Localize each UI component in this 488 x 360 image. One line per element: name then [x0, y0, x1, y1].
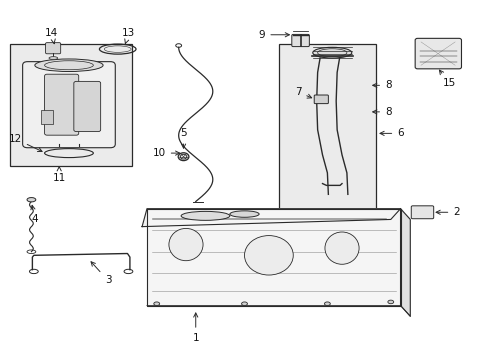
Polygon shape — [400, 209, 409, 316]
Ellipse shape — [325, 232, 358, 264]
FancyBboxPatch shape — [22, 62, 115, 148]
Ellipse shape — [27, 198, 36, 202]
Ellipse shape — [168, 228, 203, 261]
Ellipse shape — [312, 47, 351, 58]
Bar — [10, 44, 132, 166]
FancyBboxPatch shape — [314, 95, 328, 104]
Text: 12: 12 — [9, 134, 42, 152]
Text: 9: 9 — [258, 30, 289, 40]
Text: 1: 1 — [192, 313, 199, 343]
Text: 4: 4 — [31, 205, 38, 224]
Ellipse shape — [229, 211, 259, 217]
FancyBboxPatch shape — [414, 39, 461, 69]
Text: 2: 2 — [435, 207, 459, 217]
Text: 8: 8 — [372, 107, 391, 117]
Text: 14: 14 — [45, 28, 59, 44]
FancyBboxPatch shape — [74, 81, 101, 132]
Bar — [278, 44, 375, 209]
Text: 6: 6 — [379, 129, 403, 138]
FancyBboxPatch shape — [45, 42, 61, 54]
Polygon shape — [147, 209, 400, 306]
Text: 8: 8 — [372, 80, 391, 90]
Text: 10: 10 — [152, 148, 179, 158]
Text: 7: 7 — [294, 87, 311, 98]
Ellipse shape — [324, 302, 330, 306]
FancyBboxPatch shape — [291, 35, 309, 46]
Ellipse shape — [180, 154, 186, 159]
Ellipse shape — [154, 302, 159, 306]
Text: 3: 3 — [91, 262, 111, 285]
FancyBboxPatch shape — [44, 74, 79, 135]
Ellipse shape — [244, 235, 293, 275]
Polygon shape — [142, 209, 400, 226]
Ellipse shape — [387, 300, 393, 304]
Text: 15: 15 — [439, 70, 455, 88]
Ellipse shape — [35, 59, 103, 72]
Text: 13: 13 — [122, 28, 135, 44]
Text: 11: 11 — [53, 167, 66, 183]
Ellipse shape — [181, 211, 229, 220]
Ellipse shape — [49, 57, 58, 59]
Ellipse shape — [178, 153, 188, 161]
Text: 5: 5 — [180, 129, 186, 148]
FancyBboxPatch shape — [410, 206, 433, 219]
Bar — [41, 110, 53, 125]
Ellipse shape — [241, 302, 247, 306]
